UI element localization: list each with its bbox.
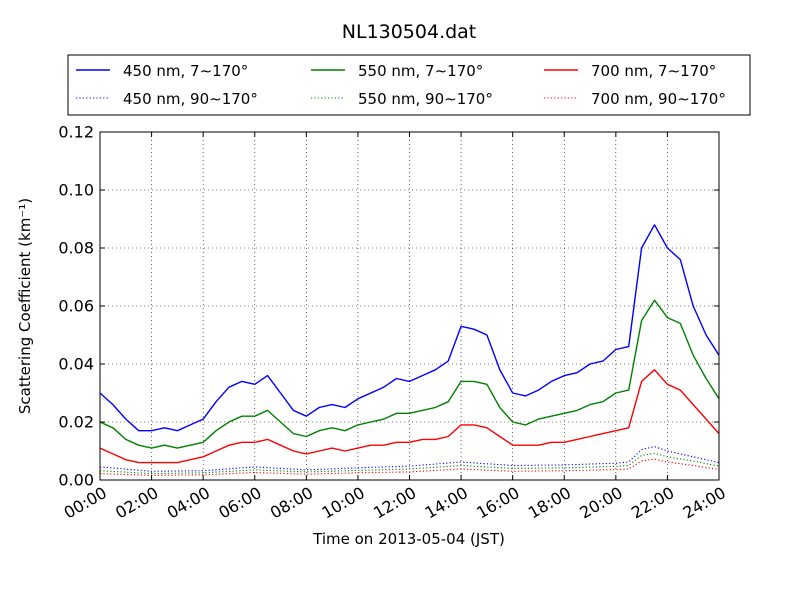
- legend-item-550-full-label: 550 nm, 7∼170°: [358, 62, 483, 80]
- y-tick-label: 0.10: [58, 181, 94, 200]
- legend-item-700-full-label: 700 nm, 7∼170°: [591, 62, 716, 80]
- series-line-450-back: [99, 446, 720, 472]
- legend-item-450-back-label: 450 nm, 90∼170°: [123, 90, 258, 108]
- legend-frame: [67, 54, 751, 116]
- legend: 450 nm, 7∼170° 550 nm, 7∼170° 700 nm, 7∼17…: [67, 54, 751, 116]
- x-axis-label: Time on 2013-05-04 (JST): [312, 530, 505, 548]
- legend-item-700-back-label: 700 nm, 90∼170°: [591, 90, 726, 108]
- legend-item-550-back-label: 550 nm, 90∼170°: [358, 90, 493, 108]
- y-axis: 0.00 0.02 0.04 0.06 0.08 0.10 0.12: [58, 123, 719, 490]
- y-tick-label: 0.02: [58, 413, 94, 432]
- legend-item-450-full-label: 450 nm, 7∼170°: [123, 62, 248, 80]
- y-axis-label: Scattering Coefficient (km⁻¹): [16, 198, 34, 414]
- y-tick-label: 0.06: [58, 297, 94, 316]
- series-line-450-full: [99, 224, 720, 432]
- y-tick-label: 0.08: [58, 239, 94, 258]
- y-tick-label: 0.04: [58, 355, 94, 374]
- y-tick-label: 0.00: [58, 471, 94, 490]
- series-line-550-full: [99, 299, 720, 449]
- series-line-700-full: [99, 369, 720, 464]
- chart-title: NL130504.dat: [342, 21, 477, 43]
- plot-area: [99, 224, 720, 476]
- series-line-700-back: [99, 458, 720, 476]
- y-tick-label: 0.12: [58, 123, 94, 142]
